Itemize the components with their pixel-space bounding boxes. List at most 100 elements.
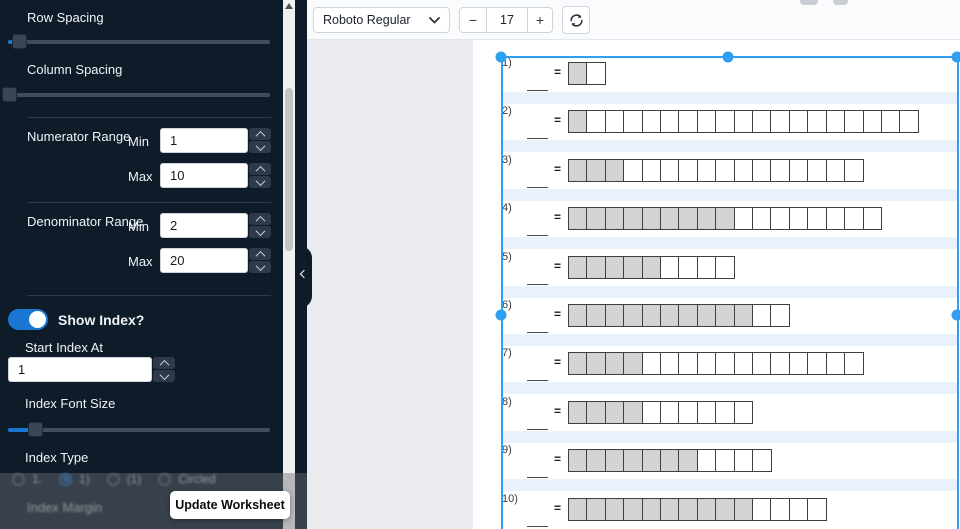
radio-icon[interactable]	[158, 472, 172, 486]
divider	[27, 295, 271, 296]
radio-icon[interactable]	[106, 472, 120, 486]
start-index-label: Start Index At	[25, 340, 104, 355]
selection-right-edge[interactable]	[957, 56, 959, 529]
fraction-cell-shaded	[586, 304, 607, 327]
spin-up-button[interactable]	[249, 163, 271, 176]
worksheet-problem-row: 1) =	[307, 57, 960, 105]
selection-handle[interactable]	[951, 309, 960, 321]
column-spacing-label: Column Spacing	[27, 62, 123, 77]
fraction-cell-shaded	[623, 304, 644, 327]
start-index-input[interactable]	[8, 357, 152, 382]
row-gap-highlight	[502, 237, 957, 250]
spin-up-button[interactable]	[249, 213, 271, 226]
spin-down-button[interactable]	[249, 260, 271, 273]
scroll-up-arrow-icon[interactable]	[285, 3, 293, 9]
index-type-option[interactable]: Circled	[158, 472, 216, 486]
divider	[27, 117, 271, 118]
sidebar-collapse-button[interactable]	[295, 246, 312, 308]
row-gap-highlight	[502, 285, 957, 298]
row-gap-highlight	[502, 188, 957, 201]
chevron-down-icon	[429, 16, 440, 24]
fraction-cell	[752, 352, 772, 376]
clipped-toolbar-button[interactable]	[800, 0, 818, 5]
spin-up-button[interactable]	[249, 128, 271, 141]
fraction-cell	[770, 304, 791, 327]
fraction-cell	[715, 400, 736, 424]
answer-blank-line	[527, 235, 548, 237]
fraction-cell-shaded	[604, 304, 625, 327]
index-font-size-slider-handle[interactable]	[28, 422, 43, 437]
fraction-cell-shaded	[604, 497, 625, 521]
numerator-max-input[interactable]	[160, 163, 248, 188]
answer-blank-line	[527, 477, 548, 479]
fraction-cell	[696, 400, 717, 424]
fraction-cell	[660, 255, 680, 279]
index-font-size-slider[interactable]	[8, 422, 270, 437]
fraction-cell	[678, 110, 699, 134]
index-font-size-label: Index Font Size	[25, 396, 116, 411]
row-gap-highlight	[502, 382, 957, 395]
row-gap-highlight	[502, 140, 957, 153]
fraction-cell-shaded	[715, 497, 736, 521]
radio-icon[interactable]	[12, 472, 25, 486]
fraction-bar	[568, 304, 791, 327]
spin-up-button[interactable]	[153, 357, 175, 370]
equals-sign: =	[553, 452, 561, 467]
sidebar-scrollbar-thumb[interactable]	[285, 88, 293, 251]
settings-sidebar: Row Spacing Column Spacing Numerator Ran…	[0, 0, 283, 529]
spin-down-button[interactable]	[153, 369, 175, 382]
font-size-increase-button[interactable]: +	[527, 7, 553, 33]
numerator-min-spinner[interactable]	[249, 128, 271, 153]
clipped-toolbar-button[interactable]	[833, 0, 848, 5]
font-size-decrease-button[interactable]: −	[459, 7, 487, 33]
column-spacing-slider-handle[interactable]	[2, 87, 17, 102]
index-type-option[interactable]: 1)	[59, 472, 90, 486]
index-type-option[interactable]: (1)	[106, 472, 141, 486]
fraction-cell-shaded	[586, 158, 607, 182]
fraction-cell	[586, 62, 607, 85]
selection-left-edge[interactable]	[501, 56, 503, 529]
spin-down-button[interactable]	[249, 140, 271, 153]
fraction-cell-shaded	[568, 158, 588, 182]
fraction-cell	[733, 207, 754, 231]
denominator-max-spinner[interactable]	[249, 248, 271, 273]
chevron-down-icon	[255, 260, 265, 271]
numerator-max-label: Max	[128, 169, 153, 184]
selection-handle[interactable]	[951, 51, 960, 63]
spin-up-button[interactable]	[249, 248, 271, 261]
selection-handle[interactable]	[722, 51, 734, 63]
fraction-cell	[660, 158, 680, 182]
selection-handle[interactable]	[495, 309, 507, 321]
fraction-cell-shaded	[586, 449, 607, 473]
spin-down-button[interactable]	[249, 175, 271, 188]
font-size-input[interactable]	[486, 7, 528, 33]
fraction-bar	[568, 449, 772, 473]
denominator-max-input[interactable]	[160, 248, 248, 273]
fraction-cell	[844, 110, 864, 134]
index-type-option[interactable]: 1.	[12, 472, 42, 486]
sidebar-scrollbar[interactable]	[283, 0, 295, 529]
radio-selected-icon[interactable]	[59, 472, 73, 486]
selection-handle[interactable]	[495, 51, 507, 63]
font-family-select[interactable]: Roboto Regular	[313, 7, 450, 33]
refresh-worksheet-button[interactable]	[562, 6, 590, 34]
update-worksheet-button[interactable]: Update Worksheet	[170, 491, 290, 519]
font-family-value: Roboto Regular	[323, 13, 411, 27]
fraction-cell	[899, 110, 920, 134]
spin-down-button[interactable]	[249, 225, 271, 238]
denominator-min-input[interactable]	[160, 213, 248, 238]
fraction-cell-shaded	[586, 497, 607, 521]
fraction-cell-shaded	[604, 207, 625, 231]
worksheet-problem-row: 10) =	[307, 493, 960, 529]
fraction-cell	[788, 207, 809, 231]
numerator-min-input[interactable]	[160, 128, 248, 153]
fraction-cell-shaded	[568, 62, 588, 85]
show-index-toggle[interactable]	[8, 309, 48, 330]
start-index-spinner[interactable]	[153, 357, 175, 382]
numerator-max-spinner[interactable]	[249, 163, 271, 188]
row-spacing-slider[interactable]	[8, 34, 270, 49]
fraction-cell	[715, 110, 736, 134]
column-spacing-slider[interactable]	[2, 87, 270, 102]
row-spacing-slider-handle[interactable]	[12, 34, 27, 49]
denominator-min-spinner[interactable]	[249, 213, 271, 238]
